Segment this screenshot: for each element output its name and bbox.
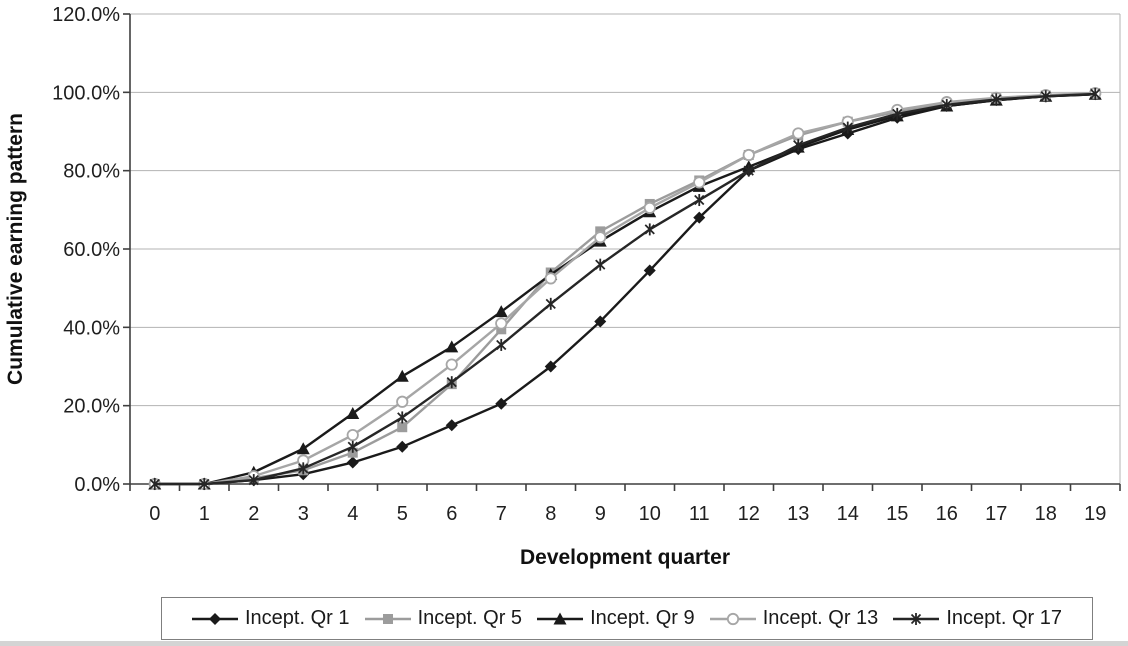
x-tick-labels: 0 1 2 3 4 5 6 7 8 9 10 11 12 13 14 15 16 17 18 19 [149,503,1106,525]
x-tick-label: 3 [298,503,309,525]
diamond-marker-icon [192,612,238,625]
x-tick-label: 6 [446,503,457,525]
series-incept-qr-1 [148,88,1102,490]
x-tick-label: 14 [837,503,859,525]
x-tick-label: 1 [199,503,210,525]
x-tick-label: 10 [639,503,661,525]
legend: Incept. Qr 1 Incept. Qr 5 Incept. Qr 9 Ince… [161,597,1093,640]
gridlines [130,13,1121,484]
x-tick-label: 13 [787,503,809,525]
series-incept-qr-5 [149,88,1101,489]
series-line [154,93,1096,486]
x-tick-label: 0 [149,503,160,525]
x-axis-title: Development quarter [519,546,731,569]
legend-label: Incept. Qr 9 [590,607,695,629]
series-line [154,93,1096,486]
legend-label: Incept. Qr 17 [946,607,1062,629]
legend-item-incept-qr-1: Incept. Qr 1 [192,607,350,630]
x-tick-label: 15 [886,503,908,525]
y-tick-label: 40.0% [63,317,120,339]
legend-item-incept-qr-17: Incept. Qr 17 [893,607,1062,630]
circle-marker-icon [709,612,756,625]
plot-area: 0.0%20.0%40.0%60.0%80.0%100.0%120.0%0 1 2 3… [52,4,1121,525]
square-marker-icon [364,613,411,624]
x-tick-label: 7 [496,503,507,525]
y-tick-label: 100.0% [52,82,120,104]
series-incept-qr-9 [148,87,1102,490]
series-incept-qr-13 [148,87,1102,491]
x-tick-label: 12 [738,503,760,525]
y-tick-label: 20.0% [63,396,120,418]
series-line [154,92,1096,486]
series-line [154,91,1096,486]
x-tick-label: 19 [1084,503,1106,525]
series-line [154,91,1096,486]
x-tick-label: 4 [347,503,358,525]
legend-label: Incept. Qr 5 [417,607,523,629]
y-tick-label: 60.0% [63,239,120,261]
axes [123,13,1121,491]
x-tick-label: 5 [397,503,408,525]
x-tick-label: 18 [1035,503,1057,525]
legend-label: Incept. Qr 13 [762,607,879,629]
x-tick-label: 9 [595,503,606,525]
x-tick-label: 2 [248,503,259,525]
x-tick-label: 16 [936,503,958,525]
y-tick-label: 120.0% [52,4,120,26]
scan-artifact-band [0,641,1128,646]
legend-item-incept-qr-13: Incept. Qr 13 [709,607,879,630]
x-tick-label: 8 [545,503,556,525]
star-marker-icon [893,612,940,625]
y-tick-label: 0.0% [74,474,120,496]
y-axis-title: Cumulative earning pattern [4,113,27,385]
y-tick-label: 80.0% [63,161,120,183]
legend-item-incept-qr-9: Incept. Qr 9 [537,607,695,630]
y-tick-labels: 0.0% 20.0% 40.0% 60.0% 80.0% 100.0% 120.0% [52,4,120,496]
legend-item-incept-qr-5: Incept. Qr 5 [364,607,523,630]
series-incept-qr-17 [149,87,1101,490]
triangle-marker-icon [537,612,584,624]
x-tick-label: 11 [689,503,710,525]
x-tick-label: 17 [985,503,1007,525]
legend-label: Incept. Qr 1 [245,607,350,629]
